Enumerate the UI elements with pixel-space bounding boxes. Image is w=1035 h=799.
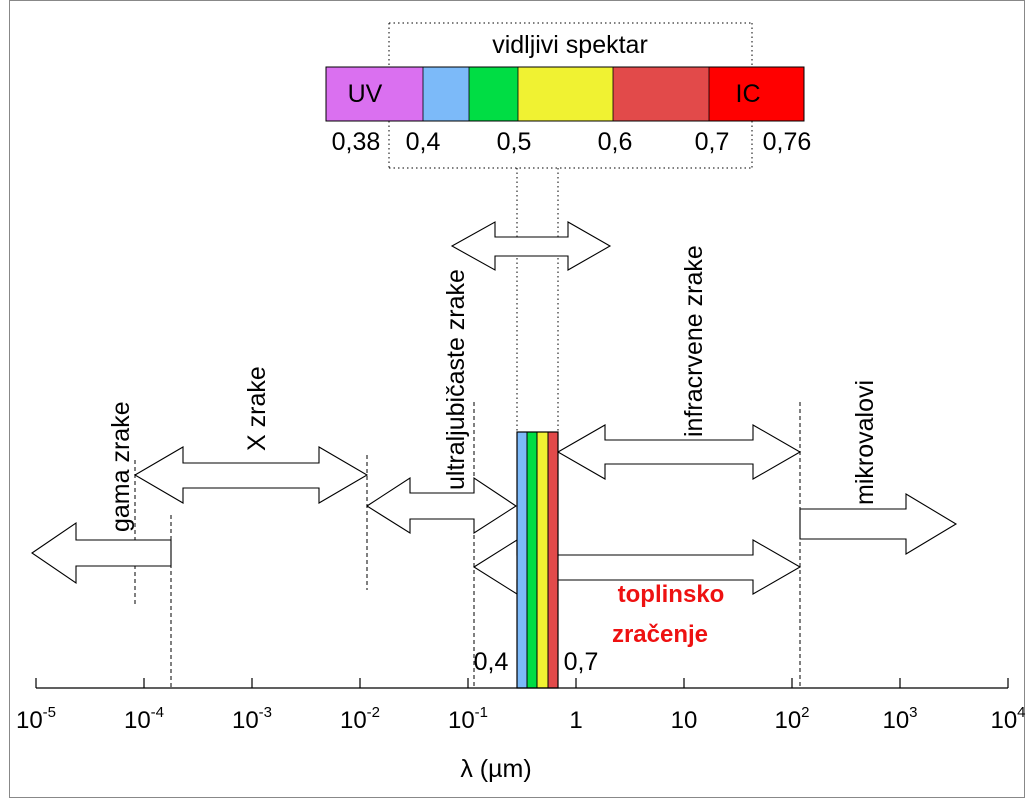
band-red [548,432,558,688]
spectrum-segment-yellow [518,67,613,121]
microwaves-label: mikrovalovi [851,380,879,505]
spectrum-tick-0-5: 0,5 [497,128,532,156]
band-yellow [537,432,548,688]
spectrum-segment-ic [709,67,804,121]
band-blue [517,432,527,688]
visible-spectrum-inset: vidljivi spektar UV IC 0,38 0,4 0,5 0,6 … [325,22,812,432]
visible-band [516,431,559,689]
spectrum-segment-blue [423,67,469,121]
thermal-label-line2: zračenje [612,621,708,648]
spectrum-tick-0-38: 0,38 [332,128,381,156]
band-green [527,432,537,688]
thermal-label-line1: toplinsko [618,581,725,608]
axis-tick-label-1: 10-4 [124,704,164,734]
axis-tick-label-6: 10 [671,707,698,734]
ic-label: IC [736,80,761,108]
axis-label: λ (µm) [460,755,531,783]
spectrum-tick-0-6: 0,6 [598,128,633,156]
spectrum-tick-0-7: 0,7 [695,128,730,156]
gamma-arrow [31,521,172,585]
axis-tick-label-2: 10-3 [232,704,272,734]
spectrum-segment-uv [326,67,423,121]
uv-arrow [365,476,518,535]
axis-tick-label-8: 103 [882,704,917,734]
gamma-rays-label: gama zrake [107,401,135,532]
microwave-arrow [799,493,958,555]
x-rays-arrow [133,446,369,504]
axis-tick-label-0: 10-5 [16,704,56,734]
band-label-right: 0,7 [564,648,599,676]
uv-rays-label: ultraljubičaste zrake [442,269,470,490]
axis-tick-label-9: 104 [990,704,1025,734]
spectrum-tick-0-76: 0,76 [763,128,812,156]
spectrum-bar-outline [325,66,805,122]
axis-tick-label-4: 10-1 [448,704,488,734]
axis-ticks: 10-5 10-4 10-3 10-2 10-1 1 10 102 103 104 [16,678,1026,734]
visible-range-double-arrow [450,221,612,271]
axis-tick-label-7: 102 [774,704,809,734]
uv-label: UV [348,80,383,108]
spectrum-segment-green [469,67,518,121]
band-label-left: 0,4 [474,648,509,676]
x-rays-label: X zrake [243,366,271,451]
axis-tick-label-3: 10-2 [340,704,380,734]
axis-tick-label-5: 1 [569,707,582,734]
visible-spectrum-title: vidljivi spektar [492,31,648,59]
spectrum-segment-orange-red [613,67,709,121]
ir-arrow [556,424,802,480]
ir-rays-label: infracrvene zrake [680,245,708,437]
spectrum-tick-0-4: 0,4 [406,128,441,156]
